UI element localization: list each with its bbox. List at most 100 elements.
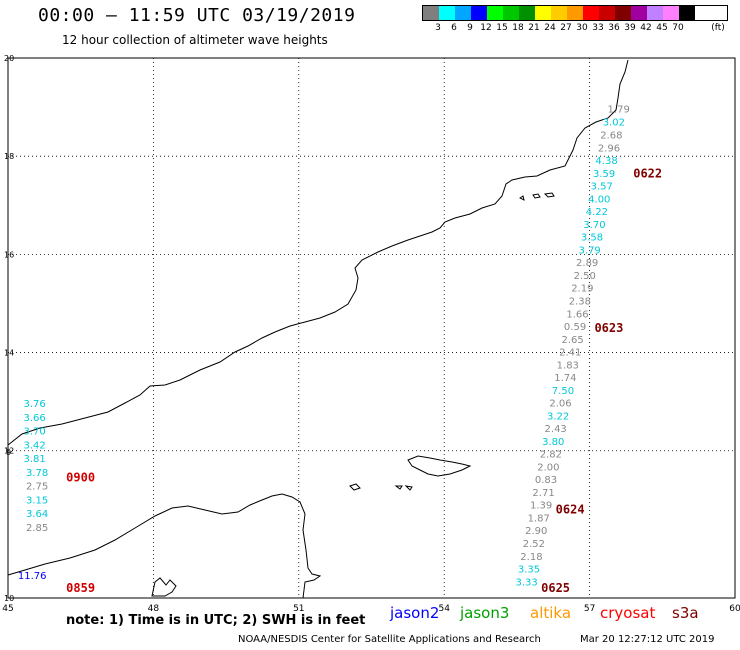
track-time-label: 0900 <box>66 471 95 485</box>
legend-tick-label: 39 <box>624 23 636 33</box>
mission-altika: altika <box>530 604 572 622</box>
track-time-label: 0625 <box>541 581 570 595</box>
wave-height-value: 3.70 <box>24 427 46 438</box>
legend-tick-label: 70 <box>672 23 684 33</box>
legend-tick-label: 33 <box>592 23 604 33</box>
longitude-label: 57 <box>584 604 595 614</box>
wave-height-value: 4.00 <box>588 194 610 205</box>
legend-tick-label: 12 <box>480 23 492 33</box>
coastline <box>7 59 629 599</box>
legend-swatch <box>535 6 551 20</box>
legend-tick-label: 6 <box>451 23 457 33</box>
wave-height-value: 2.75 <box>26 482 48 493</box>
wave-height-value: 3.78 <box>26 468 48 479</box>
wave-height-value: 7.50 <box>552 386 574 397</box>
wave-height-value: 2.65 <box>562 335 584 346</box>
legend-unit: (ft) <box>711 23 725 33</box>
wave-height-value: 3.42 <box>24 440 46 451</box>
legend-swatch <box>471 6 487 20</box>
track-time-label: 0624 <box>556 503 585 517</box>
wave-height-value: 2.85 <box>26 523 48 534</box>
wave-height-value: 0.83 <box>535 475 557 486</box>
wave-height-value: 3.57 <box>591 182 613 193</box>
coastline-segment <box>151 577 177 597</box>
latitude-label: 12 <box>4 447 14 456</box>
coastline-segment <box>519 195 525 201</box>
track-time-label: 0623 <box>594 321 623 335</box>
altimeter-tracks: 1.793.02 2.682.96 4.38 3.59 3.574.00 4.22 3.70… <box>18 105 662 596</box>
wave-height-value: 2.89 <box>576 258 598 269</box>
legend-swatch <box>423 6 439 20</box>
map-frame <box>7 57 736 599</box>
legend-swatch <box>551 6 567 20</box>
wave-height-value: 2.82 <box>540 450 562 461</box>
legend-tick-label: 15 <box>496 23 508 33</box>
wave-height-value: 2.52 <box>523 539 545 550</box>
wave-height-value: 3.22 <box>547 411 569 422</box>
track-time-label: 0859 <box>66 581 95 595</box>
coastline-segment <box>7 59 629 446</box>
chart-title: 00:00 – 11:59 UTC 03/19/2019 <box>38 5 356 26</box>
legend-swatch <box>567 6 583 20</box>
coastline-segment <box>394 485 403 490</box>
wave-height-value: 3.80 <box>542 437 564 448</box>
coastline-segment <box>532 193 541 199</box>
legend-tick-label: 9 <box>467 23 473 33</box>
map-feature-label: 9 <box>6 448 11 457</box>
wave-height-value: 3.15 <box>26 495 48 506</box>
coastline-segment <box>407 455 472 477</box>
wave-height-value: 3.81 <box>24 454 46 465</box>
wave-height-value: 3.59 <box>593 169 615 180</box>
legend-tick-label: 3 <box>435 23 441 33</box>
coastline-segment <box>7 493 322 599</box>
latitude-label: 18 <box>4 152 14 161</box>
wave-height-value: 3.66 <box>24 413 46 424</box>
legend-swatch <box>679 6 695 20</box>
footer-note: note: 1) Time is in UTC; 2) SWH is in fe… <box>66 613 366 628</box>
legend-swatch <box>519 6 535 20</box>
latitude-label: 14 <box>4 349 14 358</box>
wave-height-value: 1.83 <box>557 360 579 371</box>
legend-swatch <box>455 6 471 20</box>
legend-swatch <box>663 6 679 20</box>
wave-height-value: 3.64 <box>26 509 48 520</box>
legend-swatch <box>487 6 503 20</box>
wave-height-value: 3.35 <box>518 565 540 576</box>
legend-swatch <box>503 6 519 20</box>
legend-tick-label: 30 <box>576 23 588 33</box>
wave-height-value: 4.38 <box>595 156 617 167</box>
track-time-label: 0622 <box>633 166 662 180</box>
longitude-label: 45 <box>2 604 13 614</box>
legend-swatches <box>422 5 728 21</box>
longitude-label: 51 <box>293 604 304 614</box>
wave-height-value: 4.22 <box>586 207 608 218</box>
mission-jason2: jason2 <box>390 604 440 622</box>
legend-tick-label: 18 <box>512 23 524 33</box>
wave-height-value: 1.66 <box>566 309 588 320</box>
coastline-segment <box>543 192 555 198</box>
legend-ticks: 3 6 9 12 15 18 21 24 27 30 33 36 39 42 45 70 (ft) <box>422 21 740 35</box>
wave-height-value: 2.00 <box>537 462 559 473</box>
chart-subtitle: 12 hour collection of altimeter wave hei… <box>62 33 328 47</box>
legend-tick-label: 42 <box>640 23 652 33</box>
wave-height-value: 2.90 <box>525 526 547 537</box>
wave-height-value: 1.79 <box>608 105 630 116</box>
wave-height-value: 11.76 <box>18 571 47 582</box>
lat-lon-grid <box>8 58 735 598</box>
legend-swatch <box>583 6 599 20</box>
wave-height-value: 2.71 <box>532 488 554 499</box>
legend-swatch <box>599 6 615 20</box>
color-legend: 3 6 9 12 15 18 21 24 27 30 33 36 39 42 45 70 (ft) <box>422 5 740 35</box>
wave-height-value: 2.18 <box>520 552 542 563</box>
wave-height-value: 2.19 <box>571 284 593 295</box>
longitude-label: 54 <box>438 604 450 614</box>
wave-height-value: 1.39 <box>530 501 552 512</box>
wave-height-value: 2.50 <box>574 271 596 282</box>
generated-timestamp: Mar 20 12:27:12 UTC 2019 <box>580 634 715 645</box>
mission-s3a: s3a <box>672 604 699 622</box>
mission-cryosat: cryosat <box>600 604 656 622</box>
legend-tick-label: 45 <box>656 23 668 33</box>
wave-height-value: 3.33 <box>515 577 537 588</box>
wave-height-value: 2.06 <box>549 399 571 410</box>
